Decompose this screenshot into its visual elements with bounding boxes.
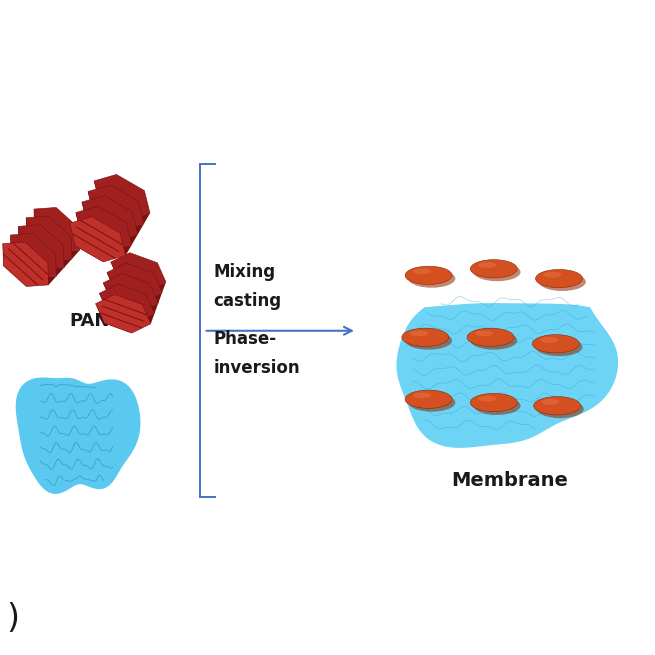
Polygon shape (100, 283, 159, 323)
Ellipse shape (537, 400, 584, 418)
Text: Membrane: Membrane (452, 471, 569, 491)
Ellipse shape (536, 269, 582, 288)
Polygon shape (26, 216, 72, 261)
Polygon shape (88, 181, 150, 230)
Ellipse shape (536, 338, 582, 356)
Ellipse shape (540, 337, 558, 343)
Text: casting: casting (214, 292, 282, 310)
Polygon shape (107, 262, 166, 302)
Polygon shape (26, 209, 80, 261)
Polygon shape (111, 253, 166, 291)
Ellipse shape (408, 394, 455, 411)
Polygon shape (16, 377, 140, 494)
Ellipse shape (405, 266, 452, 284)
Ellipse shape (534, 397, 580, 415)
Polygon shape (10, 227, 64, 278)
Ellipse shape (478, 262, 496, 268)
Ellipse shape (402, 328, 449, 346)
Ellipse shape (474, 263, 521, 281)
Polygon shape (69, 217, 126, 262)
Ellipse shape (533, 335, 579, 353)
Polygon shape (10, 233, 56, 278)
Ellipse shape (409, 330, 428, 336)
Ellipse shape (413, 392, 431, 398)
Polygon shape (3, 242, 48, 286)
Polygon shape (103, 274, 159, 312)
Polygon shape (18, 217, 72, 269)
Polygon shape (3, 235, 56, 286)
Ellipse shape (408, 269, 455, 288)
Polygon shape (96, 294, 151, 333)
Polygon shape (82, 191, 144, 241)
Polygon shape (107, 263, 162, 302)
Polygon shape (69, 213, 132, 262)
Ellipse shape (544, 272, 561, 278)
Polygon shape (94, 174, 150, 219)
Text: ): ) (7, 603, 20, 635)
Ellipse shape (467, 328, 514, 346)
Polygon shape (18, 225, 64, 269)
Ellipse shape (470, 259, 517, 278)
Ellipse shape (475, 330, 493, 336)
Text: inversion: inversion (214, 359, 300, 377)
Ellipse shape (539, 272, 586, 291)
Text: PANI: PANI (69, 312, 116, 330)
Polygon shape (103, 272, 162, 312)
Text: Mixing: Mixing (214, 263, 276, 281)
Ellipse shape (474, 397, 521, 415)
Ellipse shape (470, 331, 517, 350)
Ellipse shape (542, 399, 559, 405)
Text: Phase-: Phase- (214, 329, 276, 348)
Polygon shape (76, 202, 138, 252)
Polygon shape (82, 196, 138, 241)
Polygon shape (76, 206, 132, 252)
Polygon shape (88, 185, 144, 230)
Ellipse shape (405, 331, 452, 350)
Polygon shape (34, 208, 80, 252)
Ellipse shape (413, 269, 431, 274)
Ellipse shape (470, 394, 517, 411)
Polygon shape (100, 284, 155, 323)
Polygon shape (96, 293, 155, 333)
Ellipse shape (478, 396, 496, 402)
Ellipse shape (405, 390, 452, 408)
Polygon shape (396, 303, 618, 448)
